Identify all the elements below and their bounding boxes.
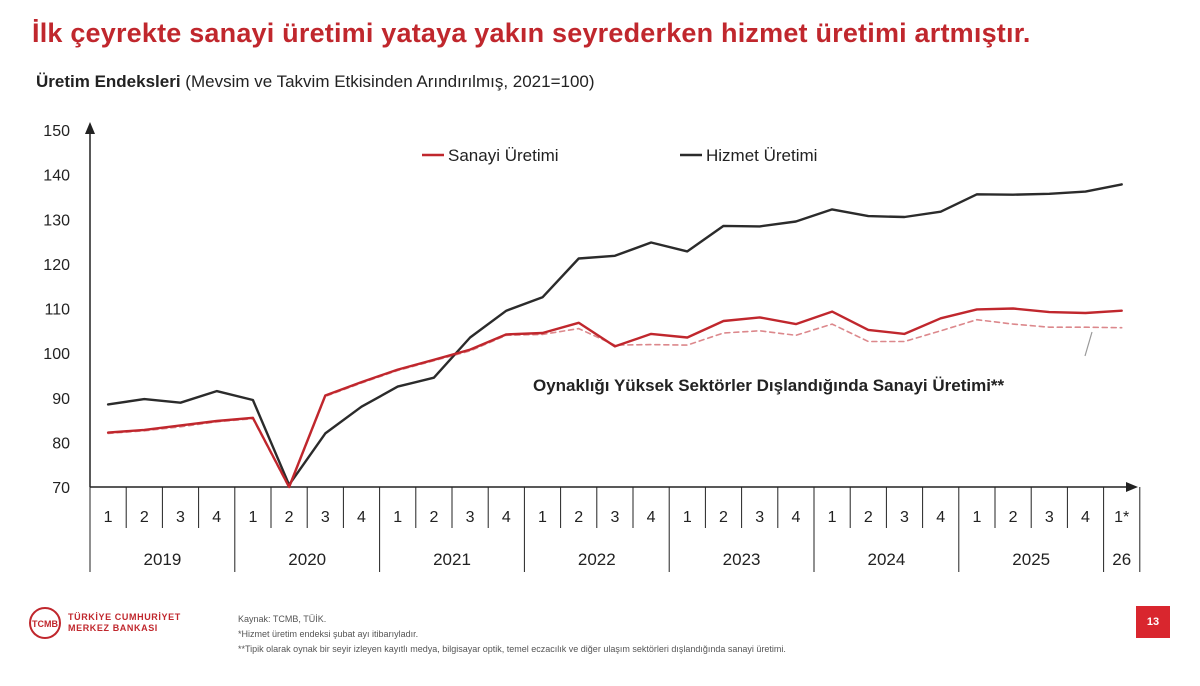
year-label: 2021 <box>433 550 471 569</box>
quarter-tick-label: 3 <box>176 509 185 526</box>
quarter-tick-label: 4 <box>1081 509 1090 526</box>
annotation-label: Oynaklığı Yüksek Sektörler Dışlandığında… <box>533 376 1005 395</box>
y-tick-label: 110 <box>44 302 70 319</box>
quarter-tick-label: 4 <box>212 509 221 526</box>
logo-line-1: TÜRKİYE CUMHURİYET <box>68 612 181 622</box>
logo-line-2: MERKEZ BANKASI <box>68 623 158 633</box>
production-index-chart: 70 80 90 100 110 120 130 140 150 1 2 3 4 1 2 3 4 1 2 3 4 1 2 3 4… <box>43 122 1141 572</box>
quarter-tick-label: 3 <box>755 509 764 526</box>
y-tick-label: 70 <box>52 480 70 497</box>
quarter-tick-label: 3 <box>900 509 909 526</box>
chart-subtitle-rest: (Mevsim ve Takvim Etkisinden Arındırılmı… <box>180 72 595 91</box>
quarter-tick-label: 2 <box>1009 509 1018 526</box>
quarter-tick-label: 2 <box>574 509 583 526</box>
page-headline: İlk çeyrekte sanayi üretimi yataya yakın… <box>32 18 1031 48</box>
y-tick-label: 150 <box>43 123 70 140</box>
y-tick-label: 140 <box>43 168 70 185</box>
quarter-tick-label: 4 <box>647 509 656 526</box>
year-label: 26 <box>1112 550 1131 569</box>
quarter-tick-label: 4 <box>502 509 511 526</box>
legend-label-hizmet: Hizmet Üretimi <box>706 146 817 165</box>
quarter-tick-label: 3 <box>466 509 475 526</box>
quarter-tick-label: 1 <box>248 509 257 526</box>
annotation-pointer <box>1084 331 1093 357</box>
y-tick-label: 120 <box>43 257 70 274</box>
page-number: 13 <box>1136 606 1170 638</box>
note-2: **Tipik olarak oynak bir seyir izleyen k… <box>238 644 786 654</box>
source-notes: Kaynak: TCMB, TÜİK. *Hizmet üretim endek… <box>238 612 786 657</box>
quarter-tick-label: 4 <box>357 509 366 526</box>
cbrt-logo: TCMB TÜRKİYE CUMHURİYET MERKEZ BANKASI <box>28 606 181 640</box>
quarter-tick-label: 1 <box>828 509 837 526</box>
chart-subtitle: Üretim Endeksleri (Mevsim ve Takvim Etki… <box>36 72 595 92</box>
quarter-tick-label: 3 <box>321 509 330 526</box>
quarter-tick-label: 4 <box>936 509 945 526</box>
quarter-tick-label: 1* <box>1114 509 1129 526</box>
quarter-tick-label: 1 <box>104 509 113 526</box>
chart-subtitle-bold: Üretim Endeksleri <box>36 72 181 91</box>
quarter-tick-label: 3 <box>610 509 619 526</box>
year-label: 2022 <box>578 550 616 569</box>
quarter-tick-label: 3 <box>1045 509 1054 526</box>
quarter-tick-label: 1 <box>683 509 692 526</box>
quarter-tick-label: 1 <box>393 509 402 526</box>
year-label: 2023 <box>723 550 761 569</box>
legend-label-sanayi: Sanayi Üretimi <box>448 146 559 165</box>
quarter-tick-label: 2 <box>285 509 294 526</box>
year-label: 2024 <box>867 550 905 569</box>
quarter-tick-label: 1 <box>972 509 981 526</box>
quarter-tick-label: 2 <box>719 509 728 526</box>
note-1: *Hizmet üretim endeksi şubat ayı itibarı… <box>238 629 419 639</box>
quarter-tick-label: 2 <box>429 509 438 526</box>
y-tick-label: 80 <box>52 435 70 452</box>
series-line-hizmet <box>106 183 1123 486</box>
quarter-tick-label: 2 <box>864 509 873 526</box>
year-label: 2025 <box>1012 550 1050 569</box>
source-line: Kaynak: TCMB, TÜİK. <box>238 614 327 624</box>
quarter-tick-label: 1 <box>538 509 547 526</box>
y-tick-label: 100 <box>43 346 70 363</box>
logo-text: TÜRKİYE CUMHURİYET MERKEZ BANKASI <box>68 612 181 634</box>
y-tick-label: 130 <box>43 212 70 229</box>
y-axis-arrow-icon <box>85 122 95 134</box>
x-axis-arrow-icon <box>1126 482 1138 492</box>
year-label: 2020 <box>288 550 326 569</box>
cbrt-emblem-icon: TCMB <box>29 607 61 639</box>
quarter-tick-label: 4 <box>791 509 800 526</box>
series-line-sanayi <box>106 307 1123 489</box>
logo-initials: TCMB <box>32 619 58 629</box>
year-label: 2019 <box>143 550 181 569</box>
y-tick-label: 90 <box>52 391 70 408</box>
quarter-tick-label: 2 <box>140 509 149 526</box>
series-line-sanayi-excl-volatile <box>107 318 1123 489</box>
